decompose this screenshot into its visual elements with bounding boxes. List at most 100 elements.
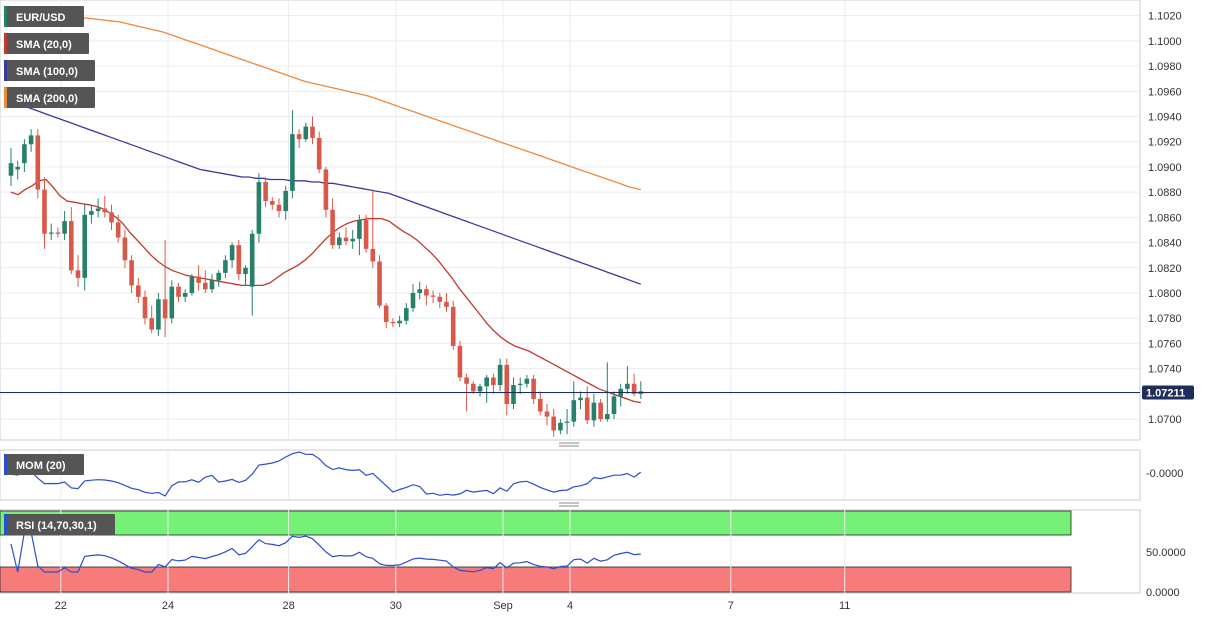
candle[interactable] — [571, 381, 577, 427]
candle[interactable] — [182, 289, 188, 302]
candle[interactable] — [62, 211, 67, 241]
candle[interactable] — [149, 305, 154, 334]
candle[interactable] — [102, 195, 108, 218]
candle[interactable] — [8, 148, 14, 186]
legend-sma100[interactable]: SMA (100,0) — [4, 60, 95, 81]
legend-sma200[interactable]: SMA (200,0) — [4, 87, 95, 108]
candle[interactable] — [142, 290, 148, 325]
candle[interactable] — [203, 270, 208, 293]
candle[interactable] — [316, 131, 322, 174]
candle[interactable] — [370, 189, 376, 268]
candle[interactable] — [48, 223, 54, 241]
mom-panel[interactable] — [0, 449, 1141, 501]
candle[interactable] — [504, 358, 510, 416]
candle[interactable] — [350, 229, 355, 249]
candle[interactable] — [430, 290, 436, 304]
candle[interactable] — [450, 300, 456, 350]
candle[interactable] — [189, 274, 195, 296]
candle[interactable] — [55, 227, 61, 238]
legend-symbol[interactable]: EUR/USD — [4, 6, 84, 27]
candle[interactable] — [517, 377, 523, 394]
candle[interactable] — [558, 419, 563, 435]
candle[interactable] — [249, 229, 255, 316]
main-panel[interactable] — [0, 0, 1141, 441]
candle[interactable] — [229, 242, 235, 268]
candle[interactable] — [625, 366, 630, 394]
panel-splitter-handle[interactable] — [559, 502, 579, 507]
candle[interactable] — [377, 255, 382, 309]
candle[interactable] — [598, 398, 603, 422]
candle[interactable] — [544, 403, 550, 426]
candle[interactable] — [397, 315, 402, 328]
candle[interactable] — [95, 198, 101, 218]
candle[interactable] — [283, 185, 288, 220]
candle[interactable] — [109, 204, 114, 230]
candle[interactable] — [551, 409, 556, 437]
candle[interactable] — [42, 177, 47, 249]
candle[interactable] — [363, 214, 369, 253]
candle[interactable] — [35, 129, 41, 199]
candle[interactable] — [270, 197, 275, 210]
candle[interactable] — [115, 214, 121, 243]
candle[interactable] — [390, 318, 396, 328]
panel-splitter-handle[interactable] — [559, 442, 579, 447]
candle[interactable] — [578, 391, 583, 409]
candle[interactable] — [216, 270, 221, 287]
candle[interactable] — [611, 391, 617, 420]
candle[interactable] — [176, 282, 181, 302]
candle[interactable] — [256, 173, 262, 243]
candle[interactable] — [337, 232, 342, 249]
candle[interactable] — [605, 362, 610, 422]
candle[interactable] — [69, 207, 74, 275]
candle[interactable] — [591, 393, 597, 427]
candle[interactable] — [290, 110, 295, 199]
candle[interactable] — [122, 229, 128, 268]
candle[interactable] — [511, 377, 516, 409]
candle[interactable] — [497, 358, 503, 392]
candle[interactable] — [444, 293, 449, 312]
candle[interactable] — [196, 265, 201, 291]
candle[interactable] — [296, 129, 302, 148]
candle[interactable] — [162, 240, 168, 338]
candle[interactable] — [323, 166, 329, 218]
candle[interactable] — [477, 383, 483, 397]
candle[interactable] — [330, 198, 335, 249]
candle[interactable] — [343, 227, 349, 246]
legend-sma20[interactable]: SMA (20,0) — [4, 33, 89, 54]
candle[interactable] — [303, 122, 309, 142]
candle[interactable] — [564, 409, 570, 435]
candle[interactable] — [209, 274, 215, 293]
candle[interactable] — [357, 214, 362, 256]
candle[interactable] — [437, 293, 443, 309]
candle[interactable] — [89, 204, 94, 224]
candle[interactable] — [417, 281, 422, 300]
candle[interactable] — [263, 177, 268, 208]
candle[interactable] — [491, 373, 496, 394]
legend-mom[interactable]: MOM (20) — [4, 454, 84, 475]
candle[interactable] — [410, 284, 416, 312]
candle[interactable] — [169, 280, 175, 324]
candle[interactable] — [276, 198, 282, 218]
candle[interactable] — [424, 285, 429, 306]
candle[interactable] — [524, 374, 530, 388]
candle[interactable] — [531, 374, 536, 404]
candle[interactable] — [471, 381, 476, 394]
candle[interactable] — [22, 139, 27, 172]
candle[interactable] — [243, 265, 248, 286]
candle[interactable] — [236, 240, 242, 281]
candle[interactable] — [404, 303, 409, 325]
candle[interactable] — [15, 160, 20, 180]
candle[interactable] — [223, 255, 228, 278]
candle[interactable] — [28, 129, 34, 152]
candle[interactable] — [82, 204, 87, 291]
candle[interactable] — [156, 293, 161, 336]
rsi-panel[interactable] — [0, 509, 1141, 594]
candle[interactable] — [310, 116, 315, 145]
candle[interactable] — [457, 340, 463, 382]
legend-rsi[interactable]: RSI (14,70,30,1) — [4, 514, 115, 535]
candle[interactable] — [136, 277, 141, 304]
candle[interactable] — [538, 391, 543, 416]
candle[interactable] — [484, 374, 489, 403]
candle[interactable] — [75, 255, 81, 287]
